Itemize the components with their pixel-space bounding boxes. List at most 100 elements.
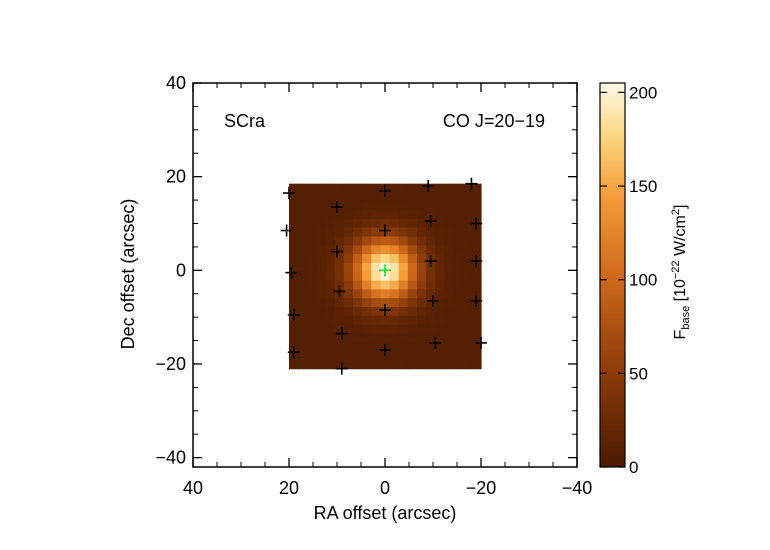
heatmap-cell: [453, 262, 464, 273]
heatmap-cell: [343, 183, 354, 194]
heatmap-cell: [325, 280, 336, 290]
heatmap-cell: [444, 351, 455, 361]
heatmap-cell: [362, 245, 372, 255]
heatmap-cell: [389, 218, 400, 229]
heatmap-cell: [471, 333, 482, 343]
heatmap-cell: [426, 183, 436, 194]
heatmap-cell: [417, 245, 427, 255]
heatmap-cell: [471, 245, 482, 255]
heatmap-cell: [453, 307, 464, 317]
heatmap-cell: [389, 307, 400, 317]
heatmap-cell: [371, 351, 382, 361]
heatmap-cell: [334, 342, 345, 352]
heatmap-cell: [380, 236, 391, 246]
heatmap-cell: [307, 262, 318, 273]
heatmap-cell: [362, 210, 372, 220]
heatmap-cell: [435, 236, 446, 246]
heatmap-cell: [289, 333, 299, 343]
heatmap-cell: [334, 280, 345, 290]
heatmap-cell: [417, 307, 427, 317]
heatmap-cell: [307, 218, 318, 229]
heatmap-cell: [343, 254, 354, 264]
heatmap-cell: [353, 333, 363, 343]
heatmap-cell: [389, 333, 400, 343]
pointing-markers: [280, 177, 487, 375]
heatmap-cell: [334, 307, 345, 317]
colorbar-label-rest: [10: [672, 279, 689, 306]
heatmap-cell: [334, 324, 345, 335]
colorbar-label-unit: W/cm: [672, 215, 689, 260]
heatmap-cell: [426, 210, 436, 220]
heatmap-cell: [398, 298, 409, 308]
heatmap-cell: [444, 298, 455, 308]
heatmap-cell: [325, 254, 336, 264]
heatmap-cell: [407, 359, 418, 370]
heatmap-cell: [435, 342, 446, 352]
heatmap-cell: [435, 210, 446, 220]
heatmap-cell: [417, 289, 427, 299]
heatmap-cell: [389, 245, 400, 255]
heatmap-cell: [389, 342, 400, 352]
heatmap-cell: [471, 271, 482, 282]
heatmap-cell: [462, 183, 473, 194]
heatmap-cell: [353, 289, 363, 299]
heatmap-cell: [398, 183, 409, 194]
heatmap-cell: [435, 227, 446, 238]
heatmap-cell: [453, 227, 464, 238]
heatmap-cell: [343, 315, 354, 326]
heatmap-cell: [435, 262, 446, 273]
heatmap-cell: [417, 236, 427, 246]
heatmap-cell: [289, 183, 299, 194]
heatmap-cell: [353, 262, 363, 273]
heatmap-cell: [316, 192, 327, 202]
heatmap-cell: [334, 236, 345, 246]
pointing-marker: [333, 285, 346, 298]
heatmap-cell: [362, 307, 372, 317]
heatmap-cell: [435, 192, 446, 202]
heatmap-cell: [371, 289, 382, 299]
heatmap-cell: [407, 307, 418, 317]
heatmap-cell: [435, 218, 446, 229]
pointing-marker: [475, 336, 487, 349]
heatmap-cell: [307, 245, 318, 255]
heatmap-cell: [325, 218, 336, 229]
colorbar-gradient: [599, 82, 626, 468]
heatmap-cell: [353, 324, 363, 335]
heatmap-cell: [298, 245, 308, 255]
heatmap-cell: [462, 262, 473, 273]
heatmap-cell: [316, 236, 327, 246]
heatmap-cell: [325, 315, 336, 326]
pointing-marker: [379, 304, 391, 317]
heatmap-cell: [444, 236, 455, 246]
heatmap-cell: [389, 359, 400, 370]
heatmap-cell: [371, 192, 382, 202]
heatmap-cell: [462, 236, 473, 246]
heatmap-cell: [289, 324, 299, 335]
heatmap-cell: [298, 298, 308, 308]
heatmap-cell: [426, 298, 436, 308]
heatmap-cell: [325, 245, 336, 255]
heatmap-cell: [398, 351, 409, 361]
heatmap-cell: [353, 271, 363, 282]
heatmap-cell: [353, 359, 363, 370]
heatmap-cell: [380, 315, 391, 326]
heatmap-cell: [462, 315, 473, 326]
heatmap-cell: [362, 227, 372, 238]
heatmap-cell: [298, 315, 308, 326]
heatmap-cell: [343, 262, 354, 273]
heatmap-cell: [362, 315, 372, 326]
heatmap-cell: [307, 359, 318, 370]
heatmap-cell: [444, 245, 455, 255]
heatmap-cell: [444, 262, 455, 273]
heatmap-cell: [371, 333, 382, 343]
heatmap-cell: [334, 218, 345, 229]
heatmap-cell: [380, 333, 391, 343]
heatmap-cell: [453, 183, 464, 194]
pointing-marker: [331, 245, 343, 258]
heatmap-cell: [298, 271, 308, 282]
heatmap-cell: [289, 210, 299, 220]
y-tick-label: 20: [166, 167, 186, 187]
heatmap-cell: [398, 315, 409, 326]
heatmap-cell: [371, 227, 382, 238]
heatmap-cell: [343, 289, 354, 299]
